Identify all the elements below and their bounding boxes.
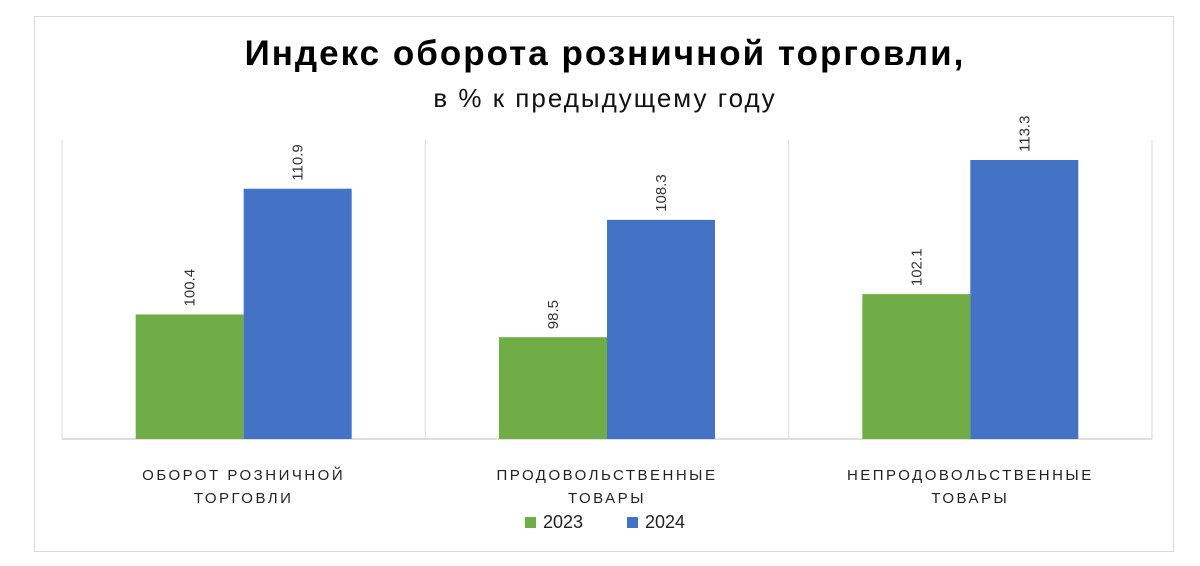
category-label-line: НЕПРОДОВОЛЬСТВЕННЫЕ	[846, 467, 1094, 484]
category-label-line: ОБОРОТ РОЗНИЧНОЙ	[142, 467, 346, 484]
category-label-line: ТОВАРЫ	[931, 490, 1010, 507]
value-label-2023-3: 102.1	[908, 249, 925, 287]
chart-title: Индекс оборота розничной торговли,	[244, 34, 966, 73]
bar-2024-2	[607, 219, 715, 439]
bar-2023-2	[499, 337, 607, 439]
category-label-1: ОБОРОТ РОЗНИЧНОЙ ТОРГОВЛИ	[94, 464, 394, 510]
bar-2024-1	[243, 188, 352, 439]
bar-2024-3	[970, 160, 1079, 439]
legend-item-2023: 2023	[525, 512, 583, 533]
bar-2023-1	[135, 314, 244, 439]
chart-subtitle: в % к предыдущему году	[433, 83, 777, 113]
value-label-2024-1: 110.9	[290, 144, 307, 180]
legend-swatch-2023	[525, 517, 536, 528]
bar-2023-3	[862, 294, 971, 439]
category-label-3: НЕПРОДОВОЛЬСТВЕННЫЕ ТОВАРЫ	[820, 464, 1120, 510]
legend-swatch-2024	[627, 517, 638, 528]
legend-item-2024: 2024	[627, 512, 685, 533]
value-label-2024-3: 113.3	[1016, 116, 1033, 152]
value-label-2023-2: 98.5	[545, 300, 562, 329]
category-label-2: ПРОДОВОЛЬСТВЕННЫЕ ТОВАРЫ	[457, 464, 757, 510]
category-label-line: ПРОДОВОЛЬСТВЕННЫЕ	[496, 467, 718, 484]
category-label-line: ТОРГОВЛИ	[193, 490, 294, 507]
legend-label-2023: 2023	[543, 512, 584, 532]
category-label-line: ТОВАРЫ	[568, 490, 646, 507]
value-label-2023-1: 100.4	[182, 269, 199, 307]
value-label-2024-2: 108.3	[653, 174, 670, 212]
chart-legend: 2023 2024	[0, 512, 1200, 536]
legend-label-2024: 2024	[645, 512, 686, 532]
